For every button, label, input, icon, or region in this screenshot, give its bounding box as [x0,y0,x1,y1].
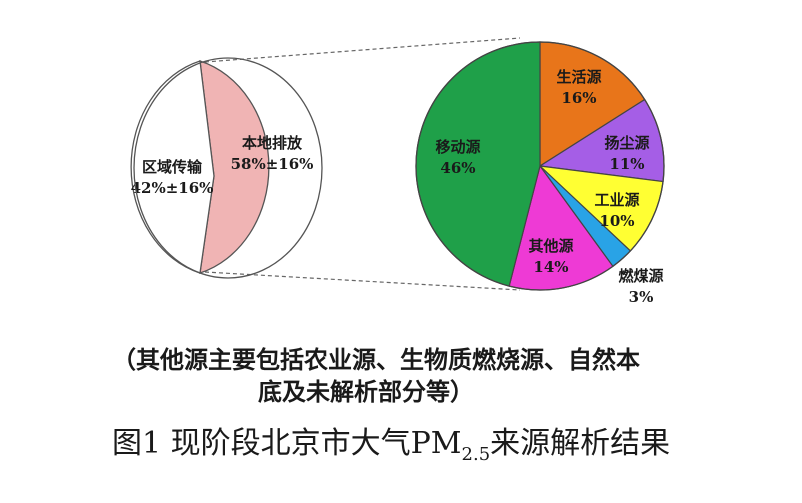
pie-left: 本地排放 58%±16% 区域传输 42%±16% [130,57,323,279]
slice-label-other: 其他源 [528,237,573,255]
slice-label-living: 生活源 [556,68,601,86]
caption-suffix: 来源解析结果 [490,426,671,461]
pie-charts: 本地排放 58%±16% 区域传输 42%±16% 生活源 16% 扬尘源 11% 工业源 10… [130,37,665,306]
caption-prefix: 图1 现阶段北京市大气PM [112,426,462,461]
slice-value-dust: 11% [609,155,644,173]
caption-subscript: 2.5 [461,444,491,465]
slice-value-mobile: 46% [440,159,475,177]
slice-value-living: 16% [561,89,596,107]
slice-value-local: 58%±16% [231,155,314,173]
slice-value-regional: 42%±16% [131,179,214,197]
slice-local [199,60,270,274]
slice-label-coal: 燃煤源 [618,267,663,285]
slice-label-dust: 扬尘源 [604,134,649,152]
slice-regional [130,60,215,274]
slice-label-industry: 工业源 [594,191,639,209]
slice-value-industry: 10% [599,212,634,230]
connector-lines [204,37,521,291]
pie-left-outline [133,57,323,279]
figure-caption: 图1 现阶段北京市大气PM2.5来源解析结果 [112,418,792,465]
connector-top [204,37,521,63]
note-line-1: （其他源主要包括农业源、生物质燃烧源、自然本 [112,346,640,374]
pie-right-outline [415,41,665,291]
slice-value-other: 14% [533,258,568,276]
connector-bottom [204,271,521,291]
slice-value-coal: 3% [629,288,654,306]
pie-right: 生活源 16% 扬尘源 11% 工业源 10% 燃煤源 3% 其他源 14% 移动源 46% [415,41,665,306]
slice-label-local: 本地排放 [242,134,303,152]
slice-label-regional: 区域传输 [142,158,203,176]
slice-label-mobile: 移动源 [435,138,480,156]
note-line-2: 底及未解析部分等） [258,378,474,406]
